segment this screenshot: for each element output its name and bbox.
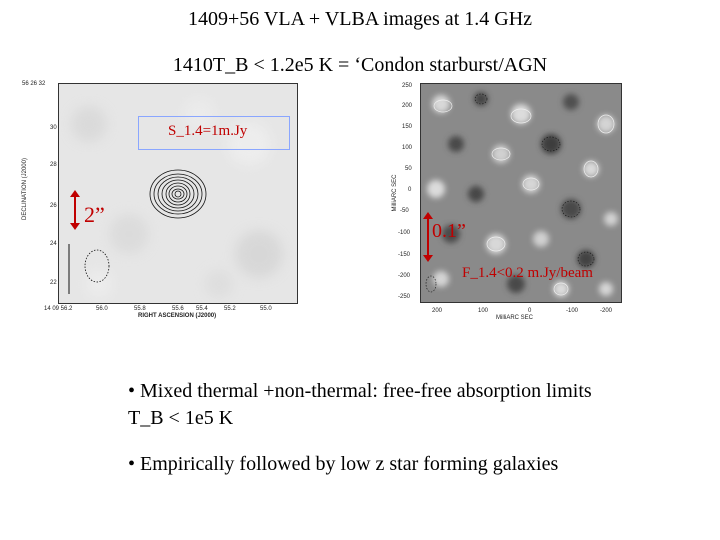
dec-top-label: 56 26 32 xyxy=(22,81,46,87)
y-tick: -50 xyxy=(400,208,409,214)
vla-image xyxy=(58,83,298,304)
x-tick: 200 xyxy=(432,308,443,314)
ra-axis-label: RIGHT ASCENSION (J2000) xyxy=(138,313,217,319)
vla-contour-plot xyxy=(68,98,283,298)
mas-x-axis-label: MilliARC SEC xyxy=(496,315,534,321)
x-tick: 14 09 56.2 xyxy=(44,306,73,312)
y-tick: 28 xyxy=(50,162,57,168)
y-tick: 0 xyxy=(408,187,412,193)
flux-label: S_1.4=1m.Jy xyxy=(168,123,248,139)
scale-label-left: 2” xyxy=(84,202,105,227)
x-tick: 55.0 xyxy=(260,306,272,312)
y-tick: -250 xyxy=(398,294,411,300)
x-tick: -200 xyxy=(600,308,613,314)
x-tick: 55.6 xyxy=(172,306,184,312)
scale-arrow-left xyxy=(70,190,80,230)
subtitle-line-1: 1410T_B < 1.2e5 K = ‘Condon starburst/AG… xyxy=(172,54,548,76)
x-tick: 100 xyxy=(478,308,489,314)
bullet-star-forming: • Empirically followed by low z star for… xyxy=(128,453,559,475)
y-tick: -200 xyxy=(398,273,411,279)
scale-arrow-right xyxy=(423,212,433,262)
y-tick: 200 xyxy=(402,103,413,109)
mas-y-axis-label: MilliARC SEC xyxy=(392,174,398,212)
y-tick: 50 xyxy=(405,166,412,172)
x-tick: 56.0 xyxy=(96,306,108,312)
y-tick: 150 xyxy=(402,124,413,130)
x-tick: 55.4 xyxy=(196,306,208,312)
bullet-free-free: • Mixed thermal +non-thermal: free-free … xyxy=(128,380,592,429)
dec-axis-label: DECLINATION (J2000) xyxy=(22,158,28,220)
y-tick: 22 xyxy=(50,280,57,286)
y-tick: 250 xyxy=(402,83,413,89)
noise-label: F_1.4<0.2 m.Jy/beam xyxy=(462,265,593,281)
vlba-image xyxy=(420,83,622,303)
beam-ellipse xyxy=(84,249,110,283)
x-tick: 55.8 xyxy=(134,306,146,312)
slide-title: 1409+56 VLA + VLBA images at 1.4 GHz xyxy=(187,8,533,30)
vlba-noise-plot xyxy=(425,92,618,297)
x-tick: -100 xyxy=(566,308,579,314)
y-tick: -100 xyxy=(398,230,411,236)
x-tick: 55.2 xyxy=(224,306,236,312)
y-tick: 100 xyxy=(402,145,413,151)
y-tick: 26 xyxy=(50,203,57,209)
x-tick: 0 xyxy=(528,308,532,314)
y-tick: 30 xyxy=(50,125,57,131)
y-tick: 24 xyxy=(50,241,57,247)
y-tick: -150 xyxy=(398,252,411,258)
scale-label-right: 0.1” xyxy=(432,220,466,242)
flux-label-box xyxy=(138,116,290,150)
